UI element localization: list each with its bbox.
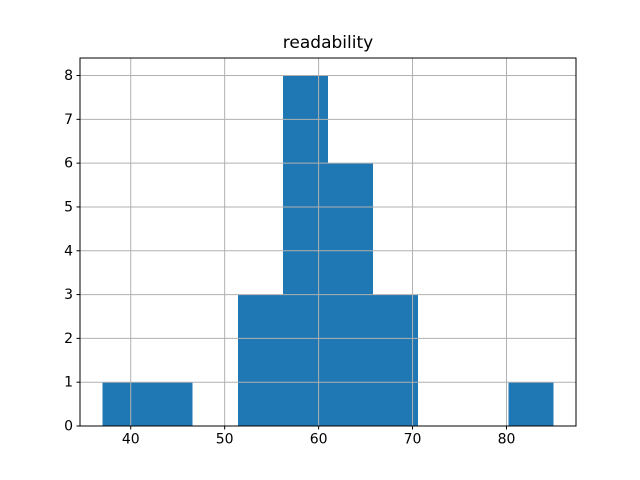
y-tick-label: 2: [64, 331, 73, 347]
y-tick-label: 7: [64, 112, 73, 128]
histogram-bar: [508, 382, 554, 426]
histogram-bar: [102, 382, 148, 426]
y-tick-label: 0: [64, 419, 73, 435]
y-tick-label: 8: [64, 68, 73, 84]
x-tick-label: 50: [216, 432, 234, 448]
x-tick-label: 60: [310, 432, 328, 448]
y-tick-label: 3: [64, 287, 73, 303]
x-tick-label: 40: [122, 432, 140, 448]
axes-spines: [79, 57, 577, 427]
x-tick-label: 70: [404, 432, 422, 448]
y-tick-label: 4: [64, 243, 73, 259]
x-tick-label: 80: [498, 432, 516, 448]
y-tick-label: 1: [64, 375, 73, 391]
y-tick-label: 6: [64, 156, 73, 172]
histogram-bar: [147, 382, 193, 426]
histogram-bar: [373, 294, 419, 426]
y-tick-label: 5: [64, 199, 73, 215]
chart-title: readability: [283, 33, 373, 53]
histogram-bar: [237, 294, 283, 426]
